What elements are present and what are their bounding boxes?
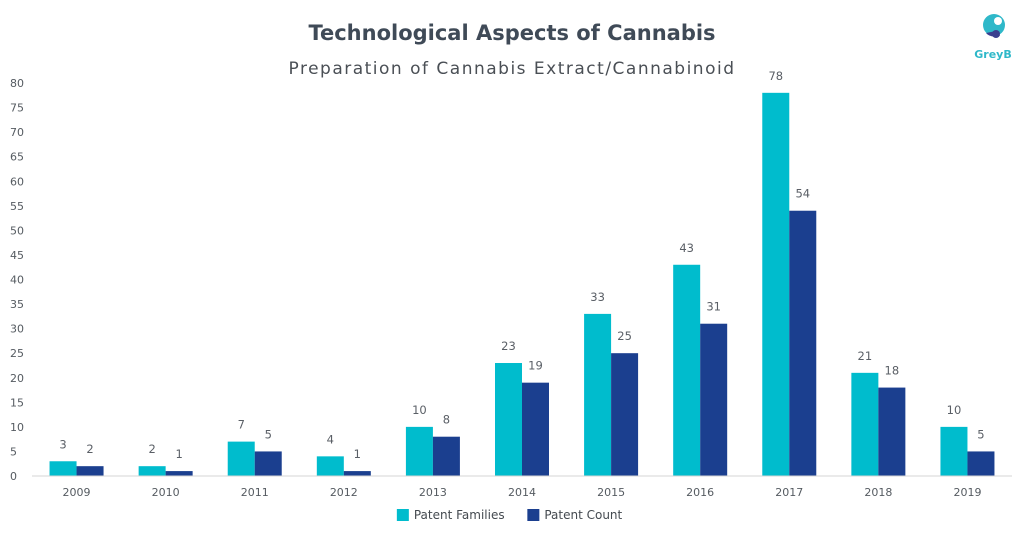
data-label: 4 bbox=[327, 432, 334, 446]
x-tick-label: 2015 bbox=[597, 486, 625, 499]
bar bbox=[405, 426, 433, 476]
bar bbox=[878, 387, 906, 476]
x-tick-label: 2018 bbox=[864, 486, 892, 499]
bar bbox=[316, 456, 344, 476]
y-tick-label: 10 bbox=[10, 421, 24, 434]
bar bbox=[851, 372, 879, 476]
y-tick-label: 45 bbox=[10, 249, 24, 262]
data-label: 10 bbox=[947, 403, 962, 417]
data-label: 5 bbox=[977, 427, 984, 441]
data-label: 43 bbox=[679, 241, 694, 255]
bar bbox=[940, 426, 968, 476]
data-label: 1 bbox=[354, 447, 361, 461]
y-tick-label: 30 bbox=[10, 323, 24, 336]
data-label: 33 bbox=[590, 290, 605, 304]
data-label: 21 bbox=[858, 349, 873, 363]
greyb-logo: GreyB bbox=[974, 14, 1012, 61]
bar bbox=[673, 264, 701, 476]
bar bbox=[522, 382, 549, 476]
data-label: 7 bbox=[238, 418, 245, 432]
y-tick-label: 80 bbox=[10, 77, 24, 90]
data-label: 2 bbox=[148, 442, 155, 456]
legend-swatch bbox=[396, 509, 409, 521]
data-label: 25 bbox=[617, 329, 632, 343]
y-tick-label: 25 bbox=[10, 347, 24, 360]
y-tick-label: 65 bbox=[10, 151, 24, 164]
x-tick-label: 2014 bbox=[508, 486, 536, 499]
y-tick-label: 55 bbox=[10, 200, 24, 213]
y-tick-label: 40 bbox=[10, 274, 24, 287]
x-tick-label: 2011 bbox=[241, 486, 269, 499]
data-label: 23 bbox=[501, 339, 516, 353]
bar bbox=[138, 466, 166, 476]
bar bbox=[700, 323, 728, 476]
y-tick-label: 70 bbox=[10, 126, 24, 139]
bar bbox=[762, 92, 790, 476]
x-tick-label: 2019 bbox=[953, 486, 981, 499]
y-tick-label: 50 bbox=[10, 224, 24, 237]
legend-label: Patent Families bbox=[414, 508, 505, 522]
data-label: 54 bbox=[795, 187, 810, 201]
x-tick-label: 2010 bbox=[152, 486, 180, 499]
x-axis: 2009 2010 2011 2012 2013 2014 2015 2016 2017 2018… bbox=[32, 475, 1012, 499]
y-tick-label: 15 bbox=[10, 396, 24, 409]
legend-swatch bbox=[527, 509, 540, 521]
chart-subtitle: Preparation of Cannabis Extract/Cannabin… bbox=[289, 59, 736, 79]
bar bbox=[789, 210, 817, 476]
data-label: 1 bbox=[175, 447, 182, 461]
x-tick-label: 2017 bbox=[775, 486, 803, 499]
bar bbox=[495, 363, 522, 476]
greyb-logo-icon bbox=[983, 14, 1005, 38]
legend: Patent Families Patent Count bbox=[396, 508, 623, 522]
bar bbox=[76, 466, 104, 476]
x-tick-label: 2016 bbox=[686, 486, 714, 499]
bar bbox=[432, 436, 460, 476]
data-label: 5 bbox=[265, 427, 272, 441]
y-tick-label: 35 bbox=[10, 298, 24, 311]
bar bbox=[49, 461, 77, 476]
legend-label: Patent Count bbox=[544, 508, 622, 522]
y-tick-label: 0 bbox=[10, 470, 17, 483]
data-label: 18 bbox=[885, 364, 900, 378]
bar bbox=[165, 471, 193, 476]
data-label: 19 bbox=[528, 359, 543, 373]
logo-text: GreyB bbox=[974, 48, 1011, 61]
bar bbox=[343, 471, 371, 476]
data-label: 10 bbox=[412, 403, 427, 417]
y-tick-label: 5 bbox=[10, 445, 17, 458]
data-label: 3 bbox=[59, 437, 66, 451]
y-tick-label: 60 bbox=[10, 175, 24, 188]
data-label: 31 bbox=[706, 300, 721, 314]
x-tick-label: 2009 bbox=[63, 486, 91, 499]
x-tick-label: 2013 bbox=[419, 486, 447, 499]
data-label: 78 bbox=[768, 69, 783, 83]
bar bbox=[584, 313, 612, 476]
bar bbox=[227, 441, 255, 476]
y-tick-label: 75 bbox=[10, 102, 24, 115]
y-tick-label: 20 bbox=[10, 372, 24, 385]
x-tick-label: 2012 bbox=[330, 486, 358, 499]
data-label: 2 bbox=[86, 442, 93, 456]
bar bbox=[967, 451, 995, 476]
bar bbox=[254, 451, 282, 476]
y-axis: 0 5 10 15 20 25 30 35 40 45 50 55 60 65 70 75 80 bbox=[10, 77, 24, 483]
data-label: 8 bbox=[443, 413, 450, 427]
bar bbox=[611, 353, 639, 476]
chart-title: Technological Aspects of Cannabis bbox=[308, 21, 715, 45]
